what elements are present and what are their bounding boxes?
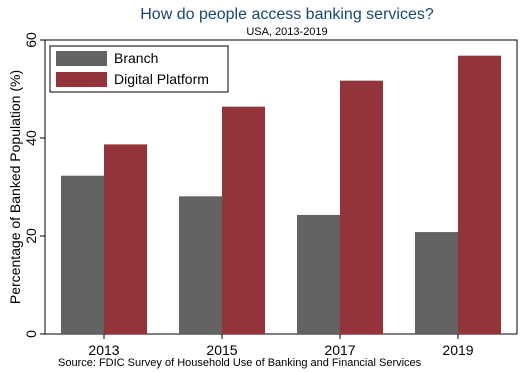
x-tick-label: 2013 [88,342,119,358]
y-tick-label: 0 [23,330,39,338]
chart-title: How do people access banking services? [140,6,434,23]
legend-label: Branch [114,50,158,66]
bar-digital-platform-2013 [104,144,147,334]
bar-digital-platform-2015 [222,106,265,334]
bar-branch-2015 [179,196,222,334]
chart-subtitle: USA, 2013-2019 [246,26,328,38]
bar-branch-2013 [61,175,104,334]
source-note: Source: FDIC Survey of Household Use of … [58,357,422,369]
legend-swatch [56,72,107,87]
y-axis-label: Percentage of Banked Population (%) [7,70,23,304]
bar-digital-platform-2019 [458,55,501,335]
bar-digital-platform-2017 [340,80,383,334]
bar-branch-2017 [297,214,340,334]
y-tick-label: 40 [23,130,39,146]
x-tick-label: 2015 [206,342,237,358]
legend-label: Digital Platform [114,71,209,87]
x-tick-label: 2017 [324,342,355,358]
legend-swatch [56,51,107,66]
y-tick-label: 20 [23,228,39,244]
legend: Branch Digital Platform [49,45,229,93]
y-tick-label: 60 [23,32,39,48]
x-tick-label: 2019 [442,342,473,358]
bar-branch-2019 [415,232,458,334]
